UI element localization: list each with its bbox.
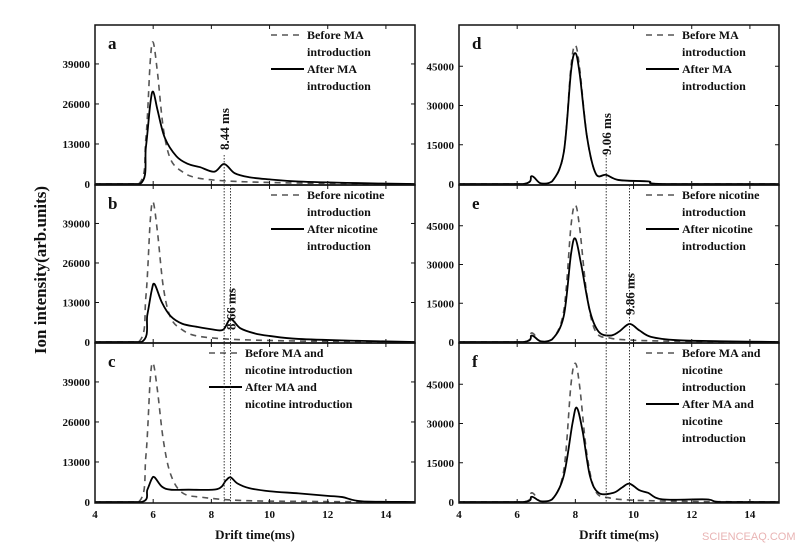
plot-frame: [94, 342, 416, 504]
legend-label: Before MA and: [245, 346, 324, 360]
y-tick-label: 39000: [63, 59, 91, 71]
y-tick-label: 15000: [427, 298, 455, 310]
x-tick-label: 10: [264, 509, 276, 521]
y-tick-label: 13000: [63, 139, 91, 151]
y-tick-label: 13000: [63, 457, 91, 469]
x-tick-label: 12: [322, 509, 334, 521]
y-tick-label: 0: [85, 179, 91, 191]
x-tick-label: 4: [92, 509, 98, 521]
panel-label: c: [108, 352, 116, 371]
legend-label: introduction: [307, 79, 371, 93]
y-tick-label: 0: [449, 497, 455, 509]
legend-label: introduction: [682, 205, 746, 219]
peak-annotation: 8.44 ms: [217, 108, 232, 150]
x-tick-label: 4: [456, 509, 462, 521]
legend-label: introduction: [682, 431, 746, 445]
series-after-line: [459, 406, 779, 503]
y-tick-label: 13000: [63, 297, 91, 309]
legend-label: nicotine: [682, 363, 723, 377]
panel-label: d: [472, 34, 482, 53]
legend-label: nicotine introduction: [245, 363, 353, 377]
series-after-line: [459, 52, 779, 185]
legend-label: Before MA: [682, 28, 739, 42]
panel-label: a: [108, 34, 117, 53]
y-tick-label: 0: [85, 497, 91, 509]
legend-label: After nicotine: [682, 222, 753, 236]
x-tick-label: 6: [514, 509, 520, 521]
y-tick-label: 0: [449, 179, 455, 191]
series-before-line: [459, 362, 780, 503]
peak-annotation: 9.86 ms: [622, 273, 637, 315]
series-after-line: [95, 475, 416, 503]
legend-label: Before nicotine: [682, 188, 760, 202]
x-tick-label: 6: [150, 509, 156, 521]
series-before-line: [95, 362, 416, 503]
y-tick-label: 26000: [63, 258, 91, 270]
legend-label: introduction: [307, 205, 371, 219]
legend-label: After MA and: [245, 380, 317, 394]
legend-label: nicotine: [682, 414, 723, 428]
legend-label: introduction: [307, 45, 371, 59]
legend-label: nicotine introduction: [245, 397, 353, 411]
y-tick-label: 39000: [63, 218, 91, 230]
panel-label: e: [472, 194, 480, 213]
panel-d: 0 15000 30000 45000 d Before MA introduction Af…: [427, 24, 780, 191]
panel-label: f: [472, 352, 478, 371]
panel-b: 0 13000 26000 39000 b Before nicotine introduc…: [63, 184, 416, 349]
panel-f: 0 15000 30000 45000 4 6 8 10 12 14 Drift time(ms) f…: [427, 342, 780, 542]
panel-label: b: [108, 194, 117, 213]
legend-label: introduction: [682, 380, 746, 394]
x-axis-label: Drift time(ms): [579, 527, 659, 542]
y-tick-label: 30000: [427, 419, 455, 431]
legend-label: After MA and: [682, 397, 754, 411]
y-tick-label: 30000: [427, 260, 455, 272]
y-tick-label: 0: [449, 337, 455, 349]
series-after-line: [95, 90, 416, 185]
legend-label: After nicotine: [307, 222, 378, 236]
series-after-line: [94, 282, 416, 343]
y-tick-label: 15000: [427, 140, 455, 152]
panel-a: 0 13000 26000 39000 a Before MA introduction Af…: [63, 24, 416, 191]
x-tick-label: 10: [628, 509, 640, 521]
x-axis-label: Drift time(ms): [215, 527, 295, 542]
legend-label: introduction: [307, 239, 371, 253]
peak-annotation: 8.66 ms: [224, 288, 239, 330]
x-tick-label: 14: [380, 509, 392, 521]
y-tick-label: 26000: [63, 99, 91, 111]
series-before-line: [95, 41, 416, 185]
legend-label: Before MA: [307, 28, 364, 42]
panel-e: 0 15000 30000 45000 e Before nicotine introduc…: [427, 184, 780, 349]
legend-label: introduction: [682, 45, 746, 59]
y-tick-label: 15000: [427, 458, 455, 470]
x-tick-label: 14: [744, 509, 756, 521]
legend-label: After MA: [682, 62, 732, 76]
legend-label: After MA: [307, 62, 357, 76]
legend-label: Before MA and: [682, 346, 761, 360]
y-tick-label: 45000: [427, 61, 455, 73]
x-tick-label: 8: [573, 509, 579, 521]
legend-label: introduction: [682, 239, 746, 253]
peak-annotation: 9.06 ms: [599, 113, 614, 155]
y-axis-label: Ion intensity(arb.units): [31, 186, 50, 354]
legend-label: Before nicotine: [307, 188, 385, 202]
y-tick-label: 0: [85, 337, 91, 349]
plot-frame: [458, 342, 780, 504]
y-tick-label: 45000: [427, 379, 455, 391]
y-tick-label: 30000: [427, 101, 455, 113]
y-tick-label: 45000: [427, 221, 455, 233]
panel-c: 0 13000 26000 39000 4 6 8 10 12 14 Drift time(ms) c…: [63, 342, 416, 542]
y-tick-label: 39000: [63, 377, 91, 389]
x-tick-label: 12: [686, 509, 698, 521]
legend-label: introduction: [682, 79, 746, 93]
watermark: SCIENCEAQ.COM: [702, 531, 796, 543]
y-tick-label: 26000: [63, 417, 91, 429]
x-tick-label: 8: [209, 509, 215, 521]
series-after-line: [458, 237, 780, 343]
